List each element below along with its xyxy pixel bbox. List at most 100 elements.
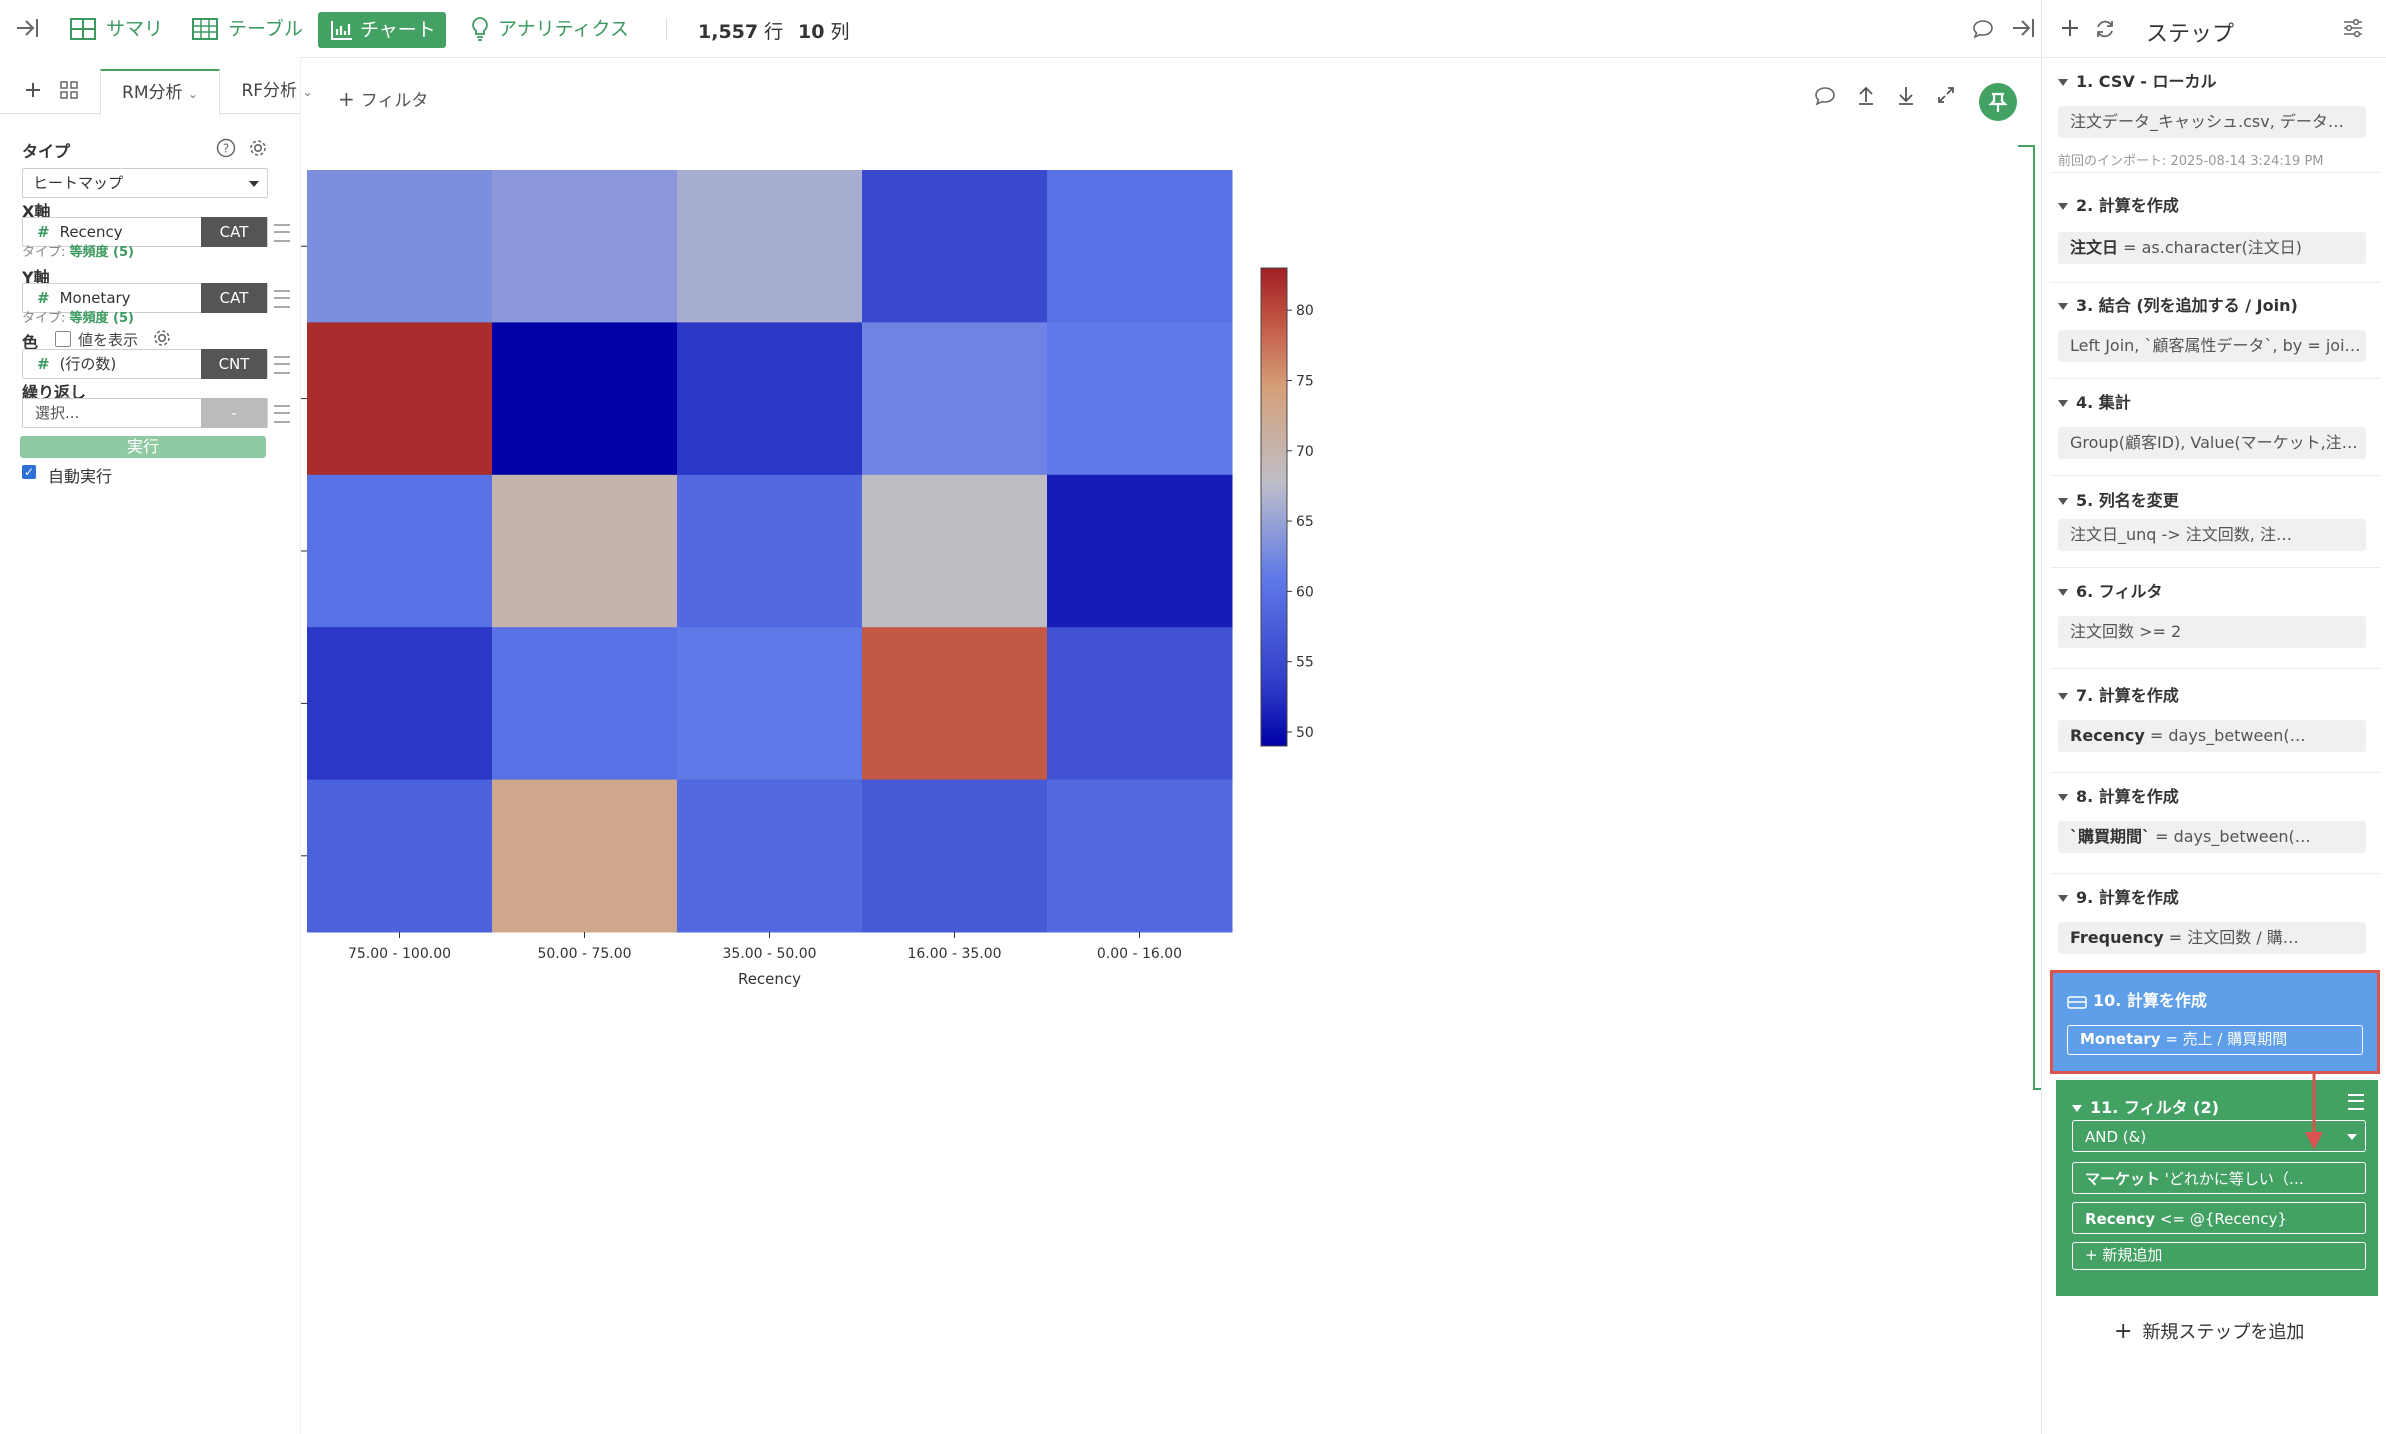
heatmap-cell xyxy=(862,474,1048,628)
step-8[interactable]: 8. 計算を作成 `購買期間` = days_between(… xyxy=(2050,783,2380,874)
heatmap-cell xyxy=(492,474,678,628)
auto-run-checkbox[interactable]: ✓ xyxy=(22,465,36,479)
repeat-select[interactable]: 選択... - xyxy=(22,398,268,428)
plus-icon: + xyxy=(338,87,355,111)
heatmap-cell xyxy=(492,779,678,933)
add-new-step-button[interactable]: + 新規ステップを追加 xyxy=(2114,1318,2304,1344)
row-count-unit: 行 xyxy=(764,21,784,43)
drag-handle-icon[interactable] xyxy=(274,405,290,423)
step-11-title: 11. フィルタ (2) xyxy=(2072,1094,2219,1118)
heatmap-cell xyxy=(307,322,493,476)
collapse-right-icon[interactable] xyxy=(2010,16,2036,44)
step-11-menu-icon[interactable] xyxy=(2348,1094,2364,1110)
add-chart-icon[interactable] xyxy=(24,81,42,103)
x-axis-cat-toggle[interactable]: CAT xyxy=(201,217,267,247)
step-4[interactable]: 4. 集計 Group(顧客ID), Value(マーケット,注… xyxy=(2050,389,2380,479)
tab-chart-label: チャート xyxy=(360,19,436,41)
step-3[interactable]: 3. 結合 (列を追加する / Join) Left Join, `顧客属性デー… xyxy=(2050,292,2380,382)
step-5-title-text: 5. 列名を変更 xyxy=(2076,491,2179,510)
gear-icon[interactable] xyxy=(152,328,172,352)
y-axis-cat-toggle[interactable]: CAT xyxy=(201,283,267,313)
expand-right-icon[interactable] xyxy=(14,16,40,44)
settings-sliders-icon[interactable] xyxy=(2342,18,2364,42)
col-count: 10 列 xyxy=(798,17,850,44)
step-6-body-text: 注文回数 >= 2 xyxy=(2070,622,2182,641)
svg-text:?: ? xyxy=(223,142,229,156)
step-9-body[interactable]: Frequency = 注文回数 / 購… xyxy=(2058,922,2366,954)
add-step-icon[interactable] xyxy=(2060,18,2080,42)
upload-icon[interactable] xyxy=(1856,84,1876,110)
heatmap-cell xyxy=(862,627,1048,781)
x-axis-binning-value[interactable]: 等頻度 (5) xyxy=(69,245,134,260)
x-tick-label: 0.00 - 16.00 xyxy=(1097,946,1182,962)
step-7[interactable]: 7. 計算を作成 Recency = days_between(… xyxy=(2050,682,2380,773)
show-values-checkbox[interactable] xyxy=(55,331,71,347)
step-8-body[interactable]: `購買期間` = days_between(… xyxy=(2058,821,2366,853)
drag-handle-icon[interactable] xyxy=(274,224,290,242)
step-2[interactable]: 2. 計算を作成 注文日 = as.character(注文日) xyxy=(2050,192,2380,283)
step-5-body[interactable]: 注文日_unq -> 注文回数, 注… xyxy=(2058,519,2366,551)
tab-rf-analysis[interactable]: RF分析 ⌄ xyxy=(232,69,322,113)
step-6-body[interactable]: 注文回数 >= 2 xyxy=(2058,616,2366,648)
color-cnt-toggle[interactable]: CNT xyxy=(201,349,267,379)
row-count: 1,557 行 xyxy=(698,17,783,44)
pin-button[interactable] xyxy=(1978,82,2018,126)
chevron-down-icon xyxy=(2058,400,2068,407)
heatmap-cell xyxy=(1047,627,1233,781)
drag-handle-icon[interactable] xyxy=(274,290,290,308)
step-4-body[interactable]: Group(顧客ID), Value(マーケット,注… xyxy=(2058,427,2366,459)
type-label: タイプ xyxy=(22,142,71,161)
y-axis-field[interactable]: # Monetary CAT xyxy=(22,283,268,313)
tab-chart[interactable]: チャート xyxy=(318,12,446,48)
step-7-body-field: Recency xyxy=(2070,726,2145,745)
add-filter-condition-button[interactable]: + 新規追加 xyxy=(2072,1242,2366,1270)
run-button[interactable]: 実行 xyxy=(20,436,266,458)
heatmap-cell xyxy=(1047,779,1233,933)
step-1-import-note: 前回のインポート: 2025-08-14 3:24:19 PM xyxy=(2058,154,2324,169)
step-6[interactable]: 6. フィルタ 注文回数 >= 2 xyxy=(2050,578,2380,669)
tab-table[interactable]: テーブル xyxy=(192,17,303,41)
color-field[interactable]: # (行の数) CNT xyxy=(22,349,268,379)
comment-icon[interactable] xyxy=(1814,86,1836,110)
step-11[interactable]: 11. フィルタ (2) AND (&) マーケット 'どれかに等しい（… Re… xyxy=(2056,1080,2378,1296)
step-5[interactable]: 5. 列名を変更 注文日_unq -> 注文回数, 注… xyxy=(2050,487,2380,577)
step-1-body[interactable]: 注文データ_キャッシュ.csv, データ… xyxy=(2058,106,2366,138)
tab-table-label: テーブル xyxy=(228,18,303,40)
chart-type-select[interactable]: ヒートマップ xyxy=(22,168,268,198)
grid-view-icon[interactable] xyxy=(60,81,78,103)
summary-icon xyxy=(70,18,96,40)
lightbulb-icon xyxy=(472,17,488,41)
heatmap-cell xyxy=(1047,474,1233,628)
add-filter-button[interactable]: + フィルタ xyxy=(338,86,428,111)
step-2-body-field: 注文日 xyxy=(2070,238,2119,257)
refresh-icon[interactable] xyxy=(2094,18,2116,44)
x-axis-field[interactable]: # Recency CAT xyxy=(22,217,268,247)
y-axis-binning-value[interactable]: 等頻度 (5) xyxy=(69,311,134,326)
filter-condition-market[interactable]: マーケット 'どれかに等しい（… xyxy=(2072,1162,2366,1194)
step-2-body[interactable]: 注文日 = as.character(注文日) xyxy=(2058,232,2366,264)
step-3-body[interactable]: Left Join, `顧客属性データ`, by = joi… xyxy=(2058,330,2366,362)
gear-icon[interactable] xyxy=(248,138,268,162)
step-7-body[interactable]: Recency = days_between(… xyxy=(2058,720,2366,752)
step-11-logic-value: AND (&) xyxy=(2085,1128,2147,1146)
step-1[interactable]: 1. CSV - ローカル 注文データ_キャッシュ.csv, データ… 前回のイ… xyxy=(2050,66,2380,173)
colorbar-tick-label: 50 xyxy=(1296,725,1314,741)
tab-rm-analysis[interactable]: RM分析 ⌄ xyxy=(100,69,220,117)
heatmap-cell xyxy=(677,170,863,323)
heatmap-cell xyxy=(1047,322,1233,476)
step-7-title: 7. 計算を作成 xyxy=(2058,682,2179,706)
step-10[interactable]: 10. 計算を作成 Monetary = 売上 / 購買期間 xyxy=(2050,970,2380,1074)
filter-condition-recency[interactable]: Recency <= @{Recency} xyxy=(2072,1202,2366,1234)
step-10-body[interactable]: Monetary = 売上 / 購買期間 xyxy=(2067,1025,2363,1055)
step-9[interactable]: 9. 計算を作成 Frequency = 注文回数 / 購… xyxy=(2050,884,2380,974)
tab-analytics[interactable]: アナリティクス xyxy=(470,17,629,41)
heatmap-cell xyxy=(307,779,493,933)
step-3-title: 3. 結合 (列を追加する / Join) xyxy=(2058,292,2298,316)
download-icon[interactable] xyxy=(1896,84,1916,110)
drag-handle-icon[interactable] xyxy=(274,356,290,374)
step-11-logic-select[interactable]: AND (&) xyxy=(2072,1120,2366,1152)
tab-summary[interactable]: サマリ xyxy=(70,17,163,41)
comment-icon[interactable] xyxy=(1972,19,1994,43)
fullscreen-icon[interactable] xyxy=(1936,85,1956,109)
help-icon[interactable]: ? xyxy=(216,138,236,162)
